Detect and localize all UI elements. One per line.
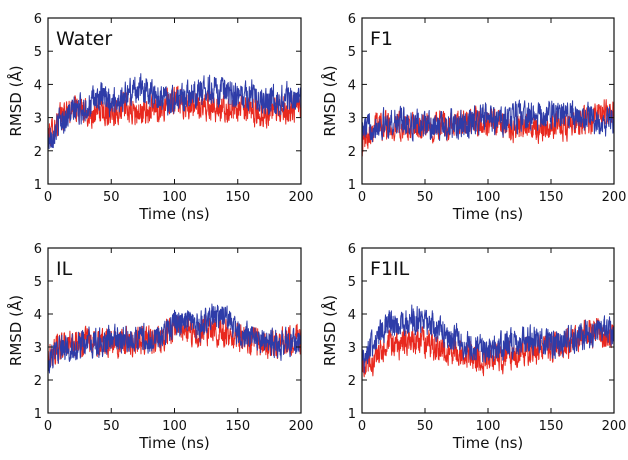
x-tick-label: 50 — [103, 419, 120, 434]
y-axis-title: RMSD (Å) — [6, 295, 25, 366]
x-tick-label: 200 — [289, 190, 314, 205]
y-tick-label: 5 — [348, 45, 356, 60]
x-tick-label: 200 — [289, 419, 314, 434]
x-axis-title: Time (ns) — [452, 205, 524, 223]
y-axis-title: RMSD (Å) — [320, 295, 339, 366]
x-tick-label: 200 — [602, 190, 627, 205]
series-line-red — [362, 99, 614, 157]
panel-label: Water — [56, 28, 112, 50]
y-tick-label: 3 — [348, 112, 356, 127]
y-tick-label: 5 — [34, 275, 42, 290]
y-tick-label: 2 — [34, 145, 42, 160]
x-tick-label: 0 — [44, 419, 52, 434]
y-tick-label: 2 — [348, 374, 356, 389]
y-tick-label: 1 — [34, 407, 42, 422]
y-tick-label: 5 — [34, 45, 42, 60]
chart-panel-3: 0 50 100 150 200 1 2 3 4 5 6 Time (ns) RMSD (Å) IL — [6, 242, 313, 452]
x-axis-title: Time (ns) — [452, 434, 524, 452]
chart-panel-2: 0 50 100 150 200 1 2 3 4 5 6 Time (ns) RMSD (Å) F1 — [320, 12, 626, 223]
x-tick-label: 0 — [358, 419, 366, 434]
y-axis-title: RMSD (Å) — [6, 65, 25, 136]
y-tick-label: 3 — [34, 341, 42, 356]
y-tick-label: 4 — [34, 78, 42, 93]
y-axis-title: RMSD (Å) — [320, 65, 339, 136]
y-tick-label: 5 — [348, 275, 356, 290]
y-tick-label: 1 — [348, 178, 356, 193]
y-tick-label: 6 — [348, 12, 356, 27]
x-tick-label: 50 — [417, 419, 434, 434]
x-axis-title: Time (ns) — [138, 205, 210, 223]
y-tick-label: 3 — [348, 341, 356, 356]
x-tick-label: 100 — [162, 190, 187, 205]
y-tick-label: 2 — [34, 374, 42, 389]
x-tick-label: 50 — [103, 190, 120, 205]
series-line-blue — [362, 304, 614, 374]
x-tick-label: 100 — [476, 190, 501, 205]
x-tick-label: 100 — [476, 419, 501, 434]
y-tick-label: 3 — [34, 112, 42, 127]
x-tick-label: 150 — [225, 190, 250, 205]
x-tick-label: 0 — [358, 190, 366, 205]
x-tick-label: 50 — [417, 190, 434, 205]
y-tick-label: 6 — [348, 242, 356, 257]
x-tick-label: 150 — [225, 419, 250, 434]
x-tick-label: 0 — [44, 190, 52, 205]
series-line-blue — [48, 73, 301, 150]
x-tick-label: 150 — [539, 419, 564, 434]
panel-label: IL — [56, 258, 73, 280]
panel-label: F1IL — [370, 258, 410, 280]
chart-panel-1: 0 50 100 150 200 1 2 3 4 5 6 Time (ns) RMSD (Å) Water — [6, 12, 313, 223]
x-tick-label: 200 — [602, 419, 627, 434]
x-tick-label: 150 — [539, 190, 564, 205]
y-tick-label: 1 — [34, 178, 42, 193]
y-tick-label: 4 — [348, 308, 356, 323]
series-line-blue — [362, 99, 614, 143]
y-tick-label: 4 — [34, 308, 42, 323]
y-tick-label: 6 — [34, 12, 42, 27]
y-tick-label: 1 — [348, 407, 356, 422]
x-axis-title: Time (ns) — [138, 434, 210, 452]
y-tick-label: 6 — [34, 242, 42, 257]
series-line-blue — [48, 303, 301, 374]
chart-panel-4: 0 50 100 150 200 1 2 3 4 5 6 Time (ns) RMSD (Å) F1IL — [320, 242, 626, 452]
x-tick-label: 100 — [162, 419, 187, 434]
y-tick-label: 2 — [348, 145, 356, 160]
y-tick-label: 4 — [348, 78, 356, 93]
plot-frame — [361, 17, 615, 185]
panel-label: F1 — [370, 28, 393, 50]
